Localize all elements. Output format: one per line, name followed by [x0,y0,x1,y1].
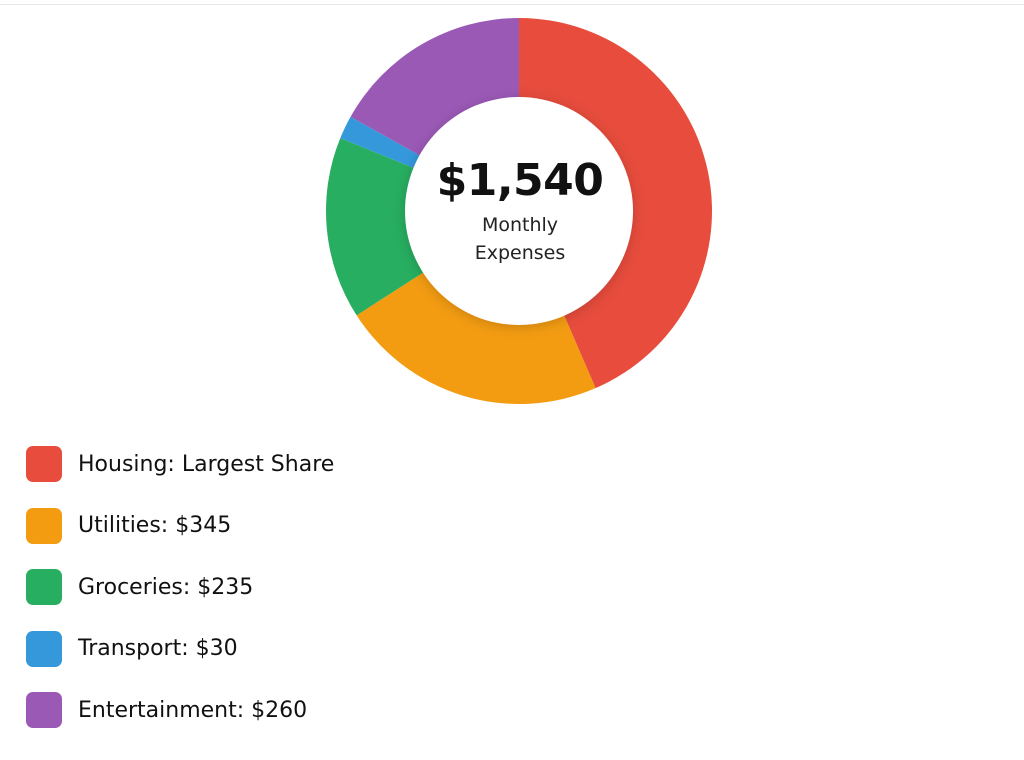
legend-item-housing: Housing: Largest Share [26,446,334,482]
legend-swatch [26,630,62,667]
legend-item-groceries: Groceries: $235 [26,569,334,605]
slice-transport [340,116,425,171]
legend-swatch [26,569,62,605]
slice-utilities [356,269,596,404]
total-caption: Monthly Expenses [474,214,566,264]
legend-label: Utilities: $345 [78,513,232,538]
legend-swatch [26,507,62,544]
legend-swatch [26,446,62,482]
total-amount: $1,540 [436,155,604,206]
donut-center-hole [405,97,633,325]
legend-label: Transport: $30 [78,636,238,661]
donut-chart-svg [326,18,712,404]
legend-item-utilities: Utilities: $345 [26,507,334,544]
legend-item-entertainment: Entertainment: $260 [26,692,334,728]
center-label: $1,540 Monthly Expenses [420,112,620,312]
top-divider [0,4,1024,5]
slice-groceries [326,138,429,316]
legend-item-transport: Transport: $30 [26,630,334,667]
slice-entertainment [350,18,519,159]
chart-legend: Housing: Largest Share Utilities: $345 Gro… [26,446,334,754]
legend-label: Entertainment: $260 [78,697,308,723]
legend-swatch [26,692,62,728]
legend-label: Housing: Largest Share [78,451,335,477]
donut-chart: $1,540 Monthly Expenses [320,12,720,412]
legend-label: Groceries: $235 [78,574,254,600]
